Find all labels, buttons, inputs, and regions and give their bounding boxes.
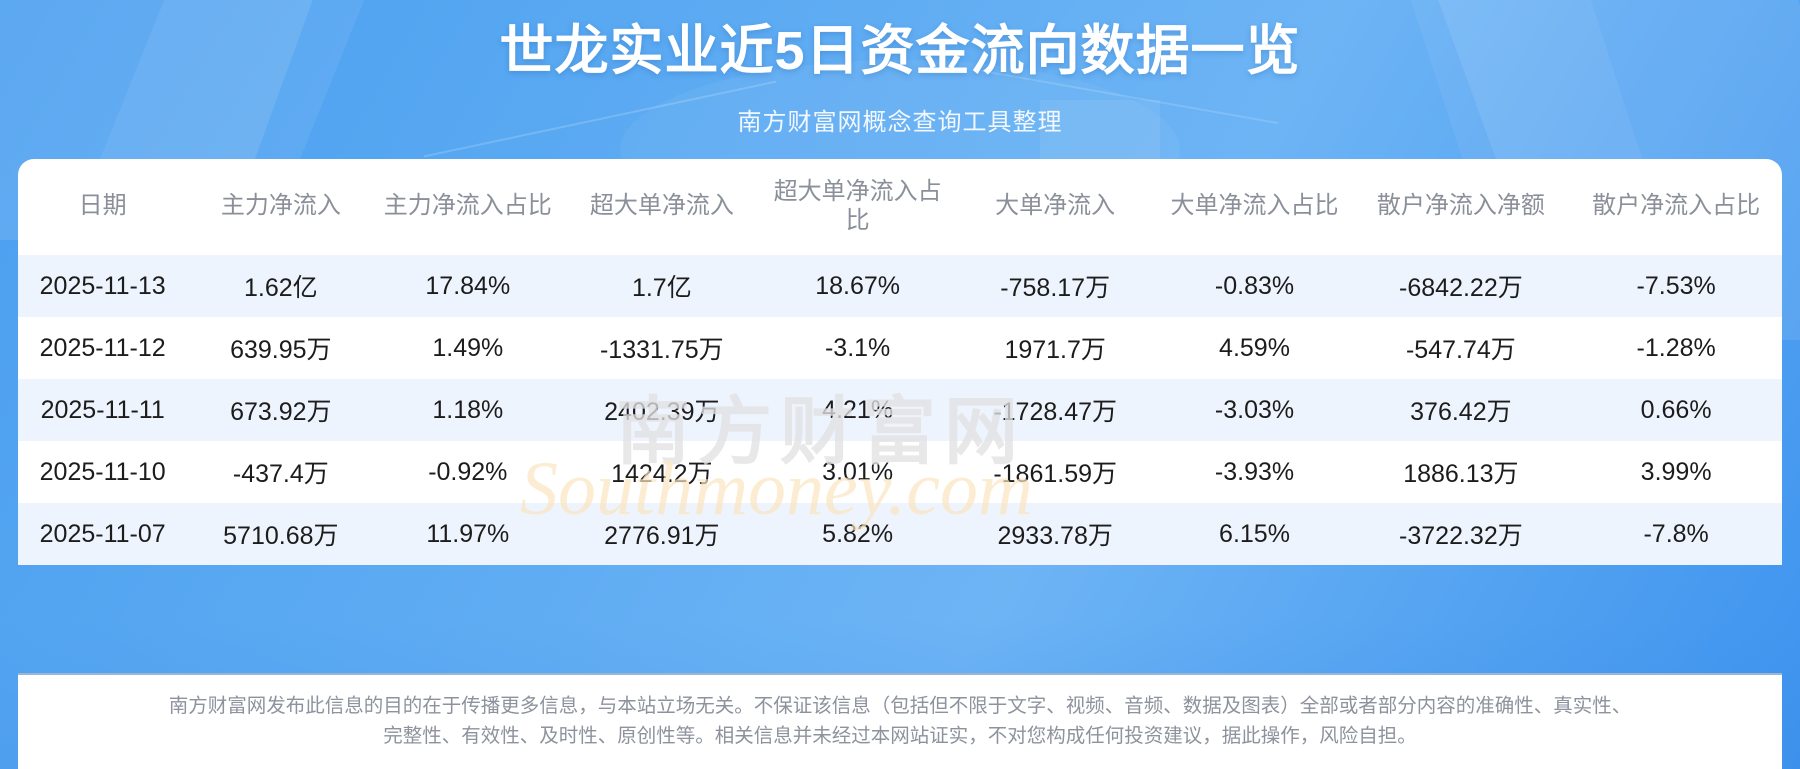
disclaimer-line-2: 完整性、有效性、及时性、原创性等。相关信息并未经过本网站证实，不对您构成任何投资…: [383, 724, 1417, 747]
cell-xl-net: 1.7亿: [561, 255, 763, 318]
column-header-date: 日期: [78, 192, 127, 220]
column-header-lg-net: 大单净流入: [995, 192, 1116, 220]
cell-main-net: 673.92万: [187, 379, 375, 442]
cell-retail-net: 376.42万: [1351, 379, 1571, 442]
cell-lg-pct: 4.59%: [1157, 317, 1352, 380]
cell-lg-net: -758.17万: [952, 255, 1158, 318]
cell-retail-pct: 0.66%: [1570, 379, 1782, 442]
column-header-main-pct: 主力净流入占比: [383, 192, 552, 220]
page-title: 世龙实业近5日资金流向数据一览: [499, 21, 1301, 81]
cell-lg-net: 2933.78万: [952, 503, 1158, 566]
page-subtitle: 南方财富网概念查询工具整理: [737, 108, 1063, 136]
cell-retail-pct: 3.99%: [1570, 441, 1782, 504]
cell-main-pct: 11.97%: [374, 503, 562, 566]
table-header-row: 日期 主力净流入 主力净流入占比 超大单净流入 超大单净流入占比 大单净流入 大…: [18, 159, 1782, 256]
cell-lg-pct: -3.03%: [1157, 379, 1352, 442]
fund-flow-table: 日期 主力净流入 主力净流入占比 超大单净流入 超大单净流入占比 大单净流入 大…: [18, 159, 1782, 566]
cell-lg-net: -1861.59万: [952, 441, 1158, 504]
cell-retail-pct: -1.28%: [1570, 317, 1782, 380]
table-row: 2025-11-12 639.95万 1.49% -1331.75万 -3.1%…: [18, 317, 1782, 380]
cell-main-net: 639.95万: [187, 317, 375, 380]
cell-xl-pct: 18.67%: [762, 255, 953, 318]
column-header-retail-net: 散户净流入净额: [1376, 192, 1545, 220]
cell-xl-pct: 5.82%: [762, 503, 953, 566]
table-row: 2025-11-11 673.92万 1.18% 2402.39万 4.21% …: [18, 379, 1782, 442]
cell-lg-net: 1971.7万: [952, 317, 1158, 380]
cell-xl-net: 1424.2万: [561, 441, 763, 504]
cell-xl-net: -1331.75万: [561, 317, 763, 380]
cell-main-net: 1.62亿: [187, 255, 375, 318]
table-head: 日期 主力净流入 主力净流入占比 超大单净流入 超大单净流入占比 大单净流入 大…: [18, 159, 1782, 256]
column-header-xl-pct: 超大单净流入占比: [773, 177, 942, 234]
disclaimer-footer: 南方财富网发布此信息的目的在于传播更多信息，与本站立场无关。不保证该信息（包括但…: [18, 672, 1782, 769]
cell-retail-net: 1886.13万: [1351, 441, 1571, 504]
cell-lg-pct: -3.93%: [1157, 441, 1352, 504]
cell-retail-pct: -7.8%: [1570, 503, 1782, 566]
cell-retail-net: -547.74万: [1351, 317, 1571, 380]
table-row: 2025-11-13 1.62亿 17.84% 1.7亿 18.67% -758…: [18, 255, 1782, 318]
cell-retail-net: -3722.32万: [1351, 503, 1571, 566]
cell-main-pct: -0.92%: [374, 441, 562, 504]
cell-date: 2025-11-10: [18, 441, 188, 504]
cell-xl-pct: 4.21%: [762, 379, 953, 442]
cell-main-pct: 1.18%: [374, 379, 562, 442]
cell-main-pct: 17.84%: [374, 255, 562, 318]
data-card: 日期 主力净流入 主力净流入占比 超大单净流入 超大单净流入占比 大单净流入 大…: [18, 158, 1782, 566]
cell-xl-pct: -3.1%: [762, 317, 953, 380]
cell-lg-pct: -0.83%: [1157, 255, 1352, 318]
cell-date: 2025-11-07: [18, 503, 188, 566]
column-header-lg-pct: 大单净流入占比: [1170, 192, 1339, 220]
cell-lg-net: -1728.47万: [952, 379, 1158, 442]
cell-xl-net: 2776.91万: [561, 503, 763, 566]
table-row: 2025-11-10 -437.4万 -0.92% 1424.2万 3.01% …: [18, 441, 1782, 504]
cell-date: 2025-11-12: [18, 317, 188, 380]
cell-main-pct: 1.49%: [374, 317, 562, 380]
page-header: 世龙实业近5日资金流向数据一览 南方财富网概念查询工具整理: [0, 0, 1800, 137]
table-body: 2025-11-13 1.62亿 17.84% 1.7亿 18.67% -758…: [18, 255, 1782, 566]
cell-xl-pct: 3.01%: [762, 441, 953, 504]
column-header-retail-pct: 散户净流入占比: [1592, 192, 1761, 220]
cell-lg-pct: 6.15%: [1157, 503, 1352, 566]
cell-date: 2025-11-11: [18, 379, 188, 442]
cell-xl-net: 2402.39万: [561, 379, 763, 442]
cell-main-net: 5710.68万: [187, 503, 375, 566]
cell-main-net: -437.4万: [187, 441, 375, 504]
disclaimer-line-1: 南方财富网发布此信息的目的在于传播更多信息，与本站立场无关。不保证该信息（包括但…: [168, 694, 1632, 717]
table-row: 2025-11-07 5710.68万 11.97% 2776.91万 5.82…: [18, 503, 1782, 566]
cell-retail-pct: -7.53%: [1570, 255, 1782, 318]
cell-retail-net: -6842.22万: [1351, 255, 1571, 318]
column-header-xl-net: 超大单净流入: [589, 192, 734, 220]
cell-date: 2025-11-13: [18, 255, 188, 318]
column-header-main-net: 主力净流入: [220, 192, 341, 220]
